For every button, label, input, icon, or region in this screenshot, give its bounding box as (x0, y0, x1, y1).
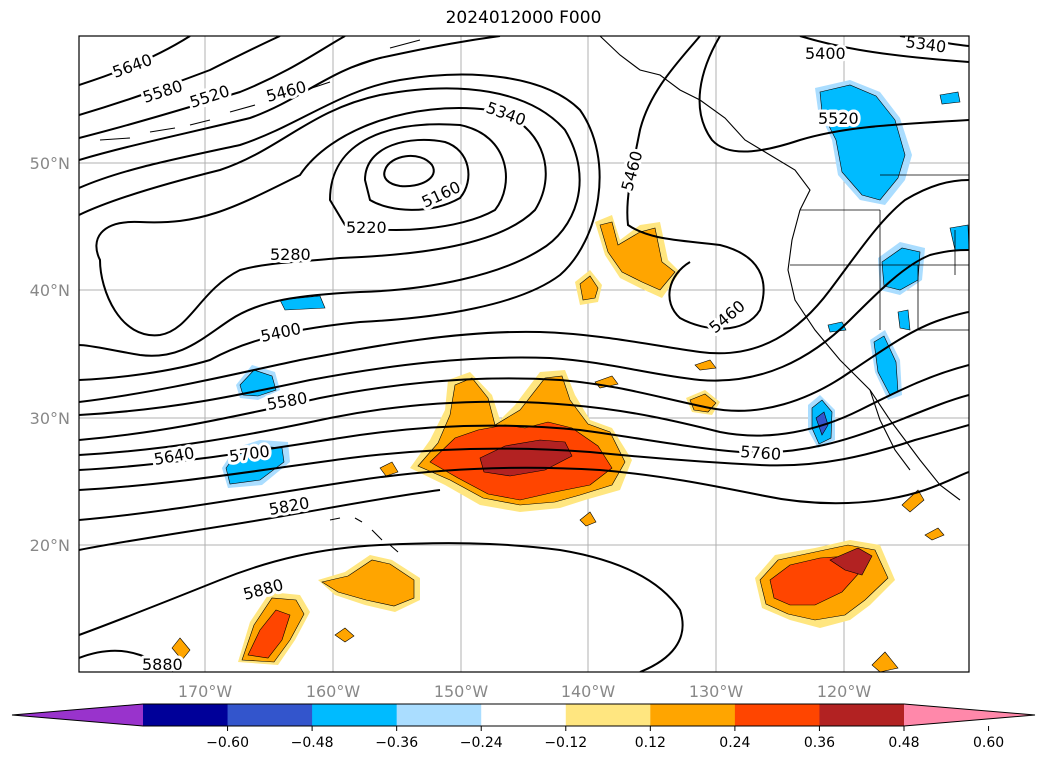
colorbar-extend-high (904, 704, 1035, 726)
contour-mid-2 (79, 249, 969, 416)
colorbar: −0.60 −0.48 −0.36 −0.24 −0.12 0.12 0.24 0.36 0.4… (11, 703, 1036, 751)
contour-label: 5400 (805, 44, 846, 63)
coastline-baja (869, 389, 911, 471)
contour-5700 (79, 394, 969, 471)
contour-5280 (95, 107, 547, 337)
fill-small-se-3 (924, 527, 945, 541)
contour-5580 (79, 36, 281, 116)
contour-5400-east (799, 36, 969, 63)
fill-west-pacific-3 (279, 295, 326, 311)
colorbar-tick-label: −0.24 (460, 735, 503, 751)
fill-north-pacific-2-orange (579, 275, 599, 301)
latitude-labels: 50°N 40°N 30°N 20°N (30, 154, 70, 555)
contour-label: 5220 (346, 218, 387, 237)
contour-5820 (79, 466, 969, 521)
contour-5520-east (698, 36, 969, 153)
fill-small-mid-2 (579, 511, 597, 527)
lon-label: 170°W (178, 682, 233, 701)
fill-small-mid-3 (694, 359, 717, 371)
contour-5340-east (899, 36, 969, 47)
negative-fill-areas (222, 80, 969, 488)
colorbar-segment (312, 704, 398, 726)
colorbar-segment (227, 704, 313, 726)
fill-southwest-pacific-red (247, 609, 291, 659)
colorbar-tick-label: 0.60 (973, 735, 1004, 751)
contour-5160 (383, 154, 435, 188)
colorbar-segment (734, 704, 820, 726)
contour-5520 (79, 36, 346, 139)
colorbar-tick-label: −0.36 (375, 735, 418, 751)
fill-hawaii-east-orange (321, 559, 415, 607)
contour-5880-sw (79, 649, 176, 672)
colorbar-tick-label: −0.48 (291, 735, 334, 751)
lat-label: 40°N (30, 281, 70, 300)
plot-border (78, 35, 970, 673)
colorbar-segment (481, 704, 567, 726)
fill-small-south-2 (334, 627, 355, 643)
contour-5340 (79, 87, 581, 357)
contour-label: 5880 (142, 655, 183, 674)
contour-5880-west (79, 489, 441, 551)
contour-mid-1 (79, 179, 969, 403)
fill-small-coast-3 (827, 321, 847, 333)
lon-label: 160°W (306, 682, 361, 701)
colorbar-segment (143, 704, 229, 726)
lon-label: 120°W (817, 682, 872, 701)
colorbar-tick-label: 0.24 (719, 735, 750, 751)
coastlines (99, 36, 961, 553)
contour-5760 (79, 424, 969, 491)
fill-baja-offshore-dark (815, 411, 829, 436)
colorbar-segment (565, 704, 651, 726)
lat-label: 50°N (30, 154, 70, 173)
contour-5400 (79, 73, 601, 381)
lon-label: 140°W (561, 682, 616, 701)
fill-north-pacific-1-orange (599, 221, 676, 291)
lat-label: 20°N (30, 536, 70, 555)
contour-label: 5520 (818, 109, 859, 128)
contour-5460-east (626, 36, 765, 330)
contour-5580 (79, 311, 969, 441)
fill-small-se-1 (871, 651, 899, 672)
colorbar-tick-label: 0.36 (804, 735, 835, 751)
contour-5460-west (79, 36, 501, 161)
contour-5640 (79, 36, 191, 86)
contour-5880-south (79, 542, 684, 672)
colorbar-segment (819, 704, 905, 726)
colorbar-tick-label: 0.12 (635, 735, 666, 751)
contour-label: 5280 (270, 245, 311, 264)
fill-small-west (379, 461, 399, 477)
fill-small-ne-1 (939, 91, 961, 105)
colorbar-tick-label: 0.48 (888, 735, 919, 751)
height-contours (79, 36, 969, 672)
fill-small-south (171, 637, 191, 661)
fill-canada-coast-blue (819, 84, 906, 201)
lat-label: 30°N (30, 409, 70, 428)
fill-southeast-pacific-red (769, 555, 861, 606)
colorbar-tick-label: −0.12 (544, 735, 587, 751)
lon-label: 150°W (434, 682, 489, 701)
lon-label: 130°W (689, 682, 744, 701)
political-borders (790, 174, 969, 331)
fill-southeast-pacific-dark (829, 547, 873, 576)
colorbar-tick-label: −0.60 (206, 735, 249, 751)
hawaii-islands (329, 517, 399, 553)
colorbar-segment (396, 704, 482, 726)
map-title: 2024012000 F000 (445, 8, 602, 28)
contour-5280-inner (328, 123, 507, 231)
fill-west-pacific-1-blue (225, 445, 285, 485)
contour-label: 5760 (740, 442, 782, 464)
fill-small-se-2 (901, 489, 925, 513)
colorbar-outline (11, 703, 1036, 727)
coastline-west-coast (787, 209, 961, 501)
coastline-alaska (599, 36, 811, 211)
colorbar-segment (650, 704, 736, 726)
aleutian-islands (99, 39, 421, 141)
contour-5220 (363, 138, 470, 211)
fill-small-coast-4 (897, 309, 911, 331)
colorbar-extend-low (12, 704, 143, 726)
contour-5640 (79, 364, 969, 456)
longitude-labels: 170°W 160°W 150°W 140°W 130°W 120°W (178, 682, 872, 701)
